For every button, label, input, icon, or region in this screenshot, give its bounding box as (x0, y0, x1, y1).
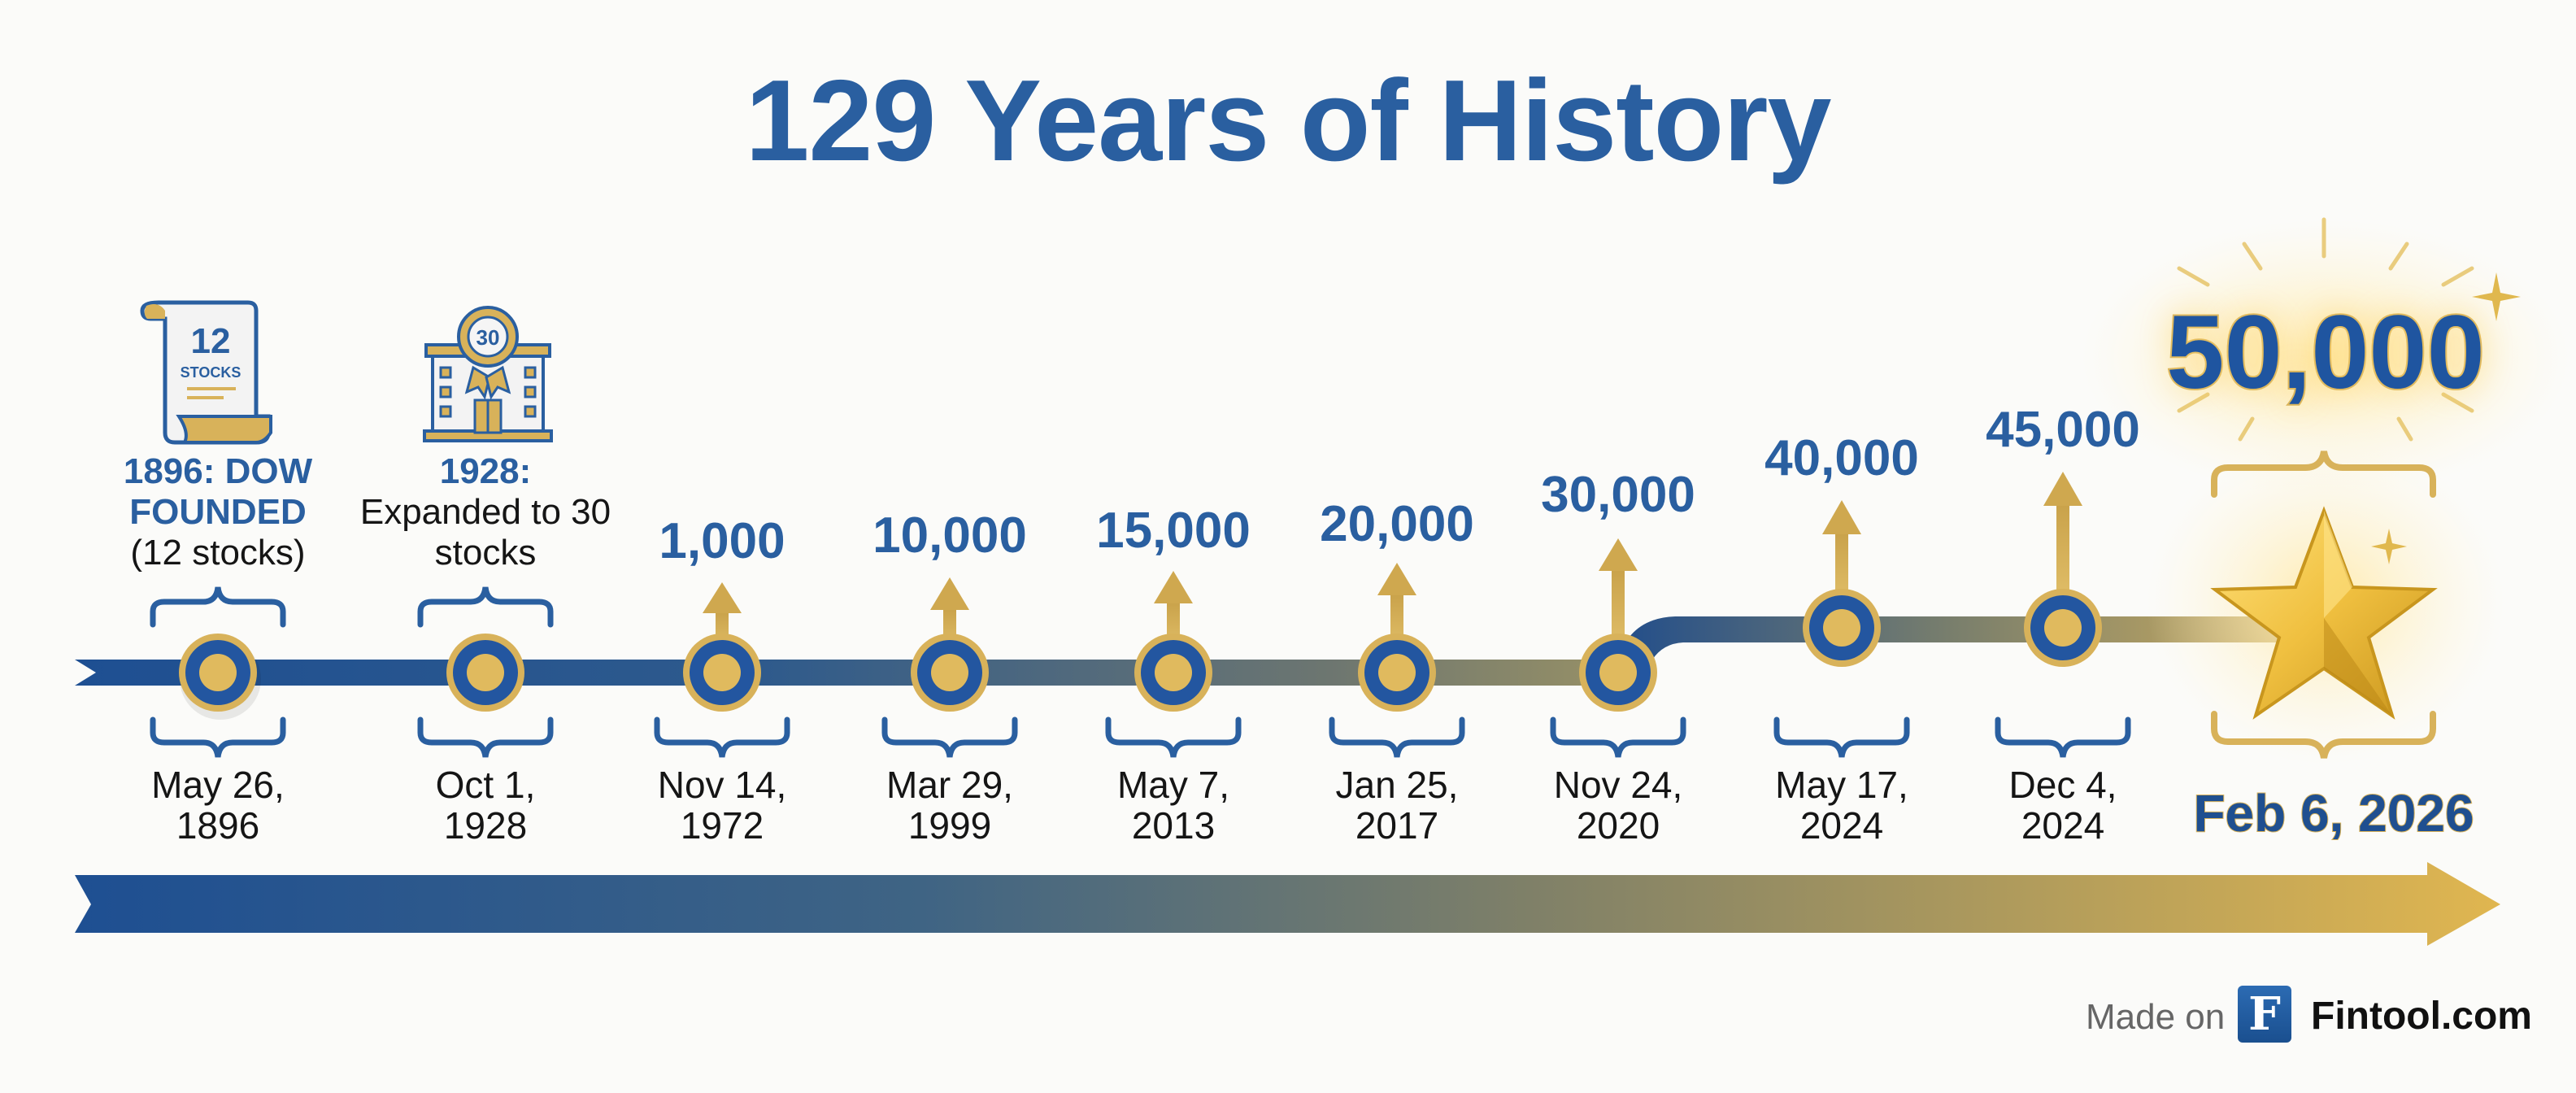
fintool-logo-icon[interactable]: F (2238, 986, 2291, 1043)
node-1896 (179, 634, 261, 720)
date-line1: Mar 29, (886, 764, 1013, 806)
date-label-2024-may: May 17, 2024 (1736, 764, 1947, 846)
sparkle-icon (2472, 272, 2521, 321)
date-label-2017: Jan 25, 2017 (1291, 764, 1503, 846)
value-label-45000: 45,000 (1986, 402, 2140, 458)
final-date-label: Feb 6, 2026 (2192, 784, 2474, 843)
node-1972 (683, 634, 761, 712)
node-1928 (446, 634, 524, 712)
node-2017 (1358, 634, 1436, 712)
node-2024-may (1803, 589, 1881, 667)
date-line1: Jan 25, (1335, 764, 1459, 806)
date-label-1896: May 26, 1896 (112, 764, 324, 846)
date-label-1999: Mar 29, 1999 (844, 764, 1055, 846)
date-line2: 2024 (1799, 804, 1884, 847)
date-line2: 2020 (1576, 804, 1660, 847)
date-line2: 2017 (1355, 804, 1439, 847)
date-line2: 1928 (443, 804, 528, 847)
value-label-10000: 10,000 (872, 507, 1027, 564)
page-title: 129 Years of History (745, 56, 1831, 185)
braces (150, 586, 2131, 758)
caption-highlight: 1896: DOW FOUNDED (123, 451, 313, 532)
milestone-caption-1928: 1928: Expanded to 30 stocks (347, 451, 624, 573)
svg-text:STOCKS: STOCKS (181, 364, 242, 381)
date-line1: May 7, (1116, 764, 1230, 806)
date-label-2024-dec: Dec 4, 2024 (1957, 764, 2169, 846)
building-award-30-icon: 30 (423, 306, 553, 442)
date-line2: 1896 (176, 804, 260, 847)
date-line1: May 26, (151, 764, 285, 806)
value-label-40000: 40,000 (1764, 430, 1919, 486)
caption-text: Expanded to 30 stocks (359, 492, 611, 573)
date-line2: 1999 (907, 804, 992, 847)
date-line1: Nov 14, (657, 764, 787, 806)
caption-text: (12 stocks) (130, 533, 306, 573)
date-line1: May 17, (1775, 764, 1908, 806)
date-line1: Oct 1, (435, 764, 536, 806)
date-line2: 1972 (680, 804, 764, 847)
milestone-caption-1896: 1896: DOW FOUNDED (12 stocks) (80, 451, 356, 573)
date-line2: 2013 (1131, 804, 1216, 847)
node-2020 (1579, 634, 1657, 712)
svg-text:30: 30 (476, 325, 500, 350)
timeline-nodes (179, 589, 2102, 720)
gold-braces (2211, 451, 2436, 759)
date-label-1928: Oct 1, 1928 (380, 764, 591, 846)
gold-star-icon (2210, 506, 2438, 720)
final-value-label: 50,000 (2165, 294, 2487, 411)
scroll-12-stocks-icon: 12 STOCKS (140, 300, 272, 445)
bottom-progress-arrow (75, 862, 2500, 946)
svg-text:12: 12 (191, 321, 231, 361)
date-line2: 2024 (2021, 804, 2105, 847)
value-label-20000: 20,000 (1320, 496, 1474, 552)
node-2024-dec (2024, 589, 2102, 667)
date-label-2013: May 7, 2013 (1068, 764, 1279, 846)
node-2013 (1134, 634, 1212, 712)
caption-highlight: 1928: (439, 451, 532, 491)
sparkle-rays (2177, 217, 2474, 442)
value-label-15000: 15,000 (1096, 503, 1251, 559)
footer-made-on-text: Made on (2086, 997, 2226, 1037)
value-label-1000: 1,000 (659, 513, 785, 569)
node-1999 (911, 634, 989, 712)
date-line1: Dec 4, (2008, 764, 2117, 806)
date-line1: Nov 24, (1553, 764, 1683, 806)
date-label-1972: Nov 14, 1972 (616, 764, 828, 846)
sparkle-icon (2371, 529, 2407, 564)
fintool-link[interactable]: Fintool.com (2311, 995, 2532, 1038)
date-label-2020: Nov 24, 2020 (1512, 764, 1724, 846)
value-label-30000: 30,000 (1541, 467, 1695, 523)
